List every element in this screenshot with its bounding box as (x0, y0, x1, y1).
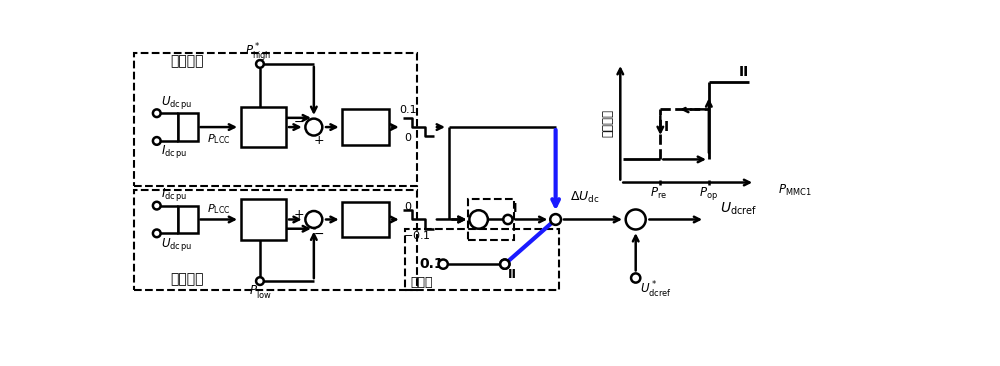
Text: $\oplus$: $\oplus$ (471, 210, 486, 228)
Bar (178, 113, 198, 141)
Text: $I_{\rm dc\,pu}$: $I_{\rm dc\,pu}$ (161, 186, 187, 203)
Text: $U_{\rm dc\,pu}$: $U_{\rm dc\,pu}$ (161, 236, 192, 253)
Text: $P_{\rm LCC}$: $P_{\rm LCC}$ (207, 132, 231, 146)
Circle shape (256, 277, 264, 285)
Text: $+$: $+$ (313, 134, 324, 147)
Text: $U_{\rm dc\,pu}$: $U_{\rm dc\,pu}$ (161, 94, 192, 111)
Text: 0: 0 (404, 133, 411, 143)
Circle shape (153, 137, 161, 145)
Circle shape (469, 210, 488, 229)
Text: $-0.1$: $-0.1$ (403, 229, 431, 241)
Text: 附加环: 附加环 (411, 276, 433, 289)
Bar (241, 107, 286, 147)
Text: $-$: $-$ (313, 227, 324, 240)
Circle shape (256, 60, 264, 68)
Text: $P_{\rm re}$: $P_{\rm re}$ (650, 186, 667, 201)
Text: $\Delta U_{\rm dc}$: $\Delta U_{\rm dc}$ (570, 190, 600, 205)
Text: $-$: $-$ (293, 115, 304, 128)
Text: 0: 0 (404, 202, 411, 212)
Text: 信号状态: 信号状态 (601, 109, 614, 137)
Bar (342, 109, 389, 145)
Circle shape (500, 259, 509, 269)
Text: $P_{\rm op}$: $P_{\rm op}$ (699, 185, 718, 202)
Text: $P^*_{\rm high}$: $P^*_{\rm high}$ (245, 42, 272, 64)
Text: 上限幅环: 上限幅环 (170, 55, 203, 69)
Text: 0.1: 0.1 (419, 257, 444, 271)
Bar (241, 199, 286, 239)
Text: $+$: $+$ (293, 208, 304, 221)
Text: *: * (183, 210, 192, 228)
Circle shape (631, 273, 640, 283)
Text: *: * (183, 118, 192, 136)
Circle shape (439, 259, 448, 269)
Text: $d/dt$: $d/dt$ (245, 108, 267, 121)
Circle shape (153, 202, 161, 209)
Text: $P^*_{\rm low}$: $P^*_{\rm low}$ (249, 282, 271, 302)
Text: $P_{\rm LCC}$: $P_{\rm LCC}$ (207, 202, 231, 216)
Bar (178, 206, 198, 234)
Text: $k^*$: $k^*$ (354, 209, 377, 229)
Text: $P_{\rm MMC1}$: $P_{\rm MMC1}$ (778, 183, 812, 198)
Circle shape (153, 109, 161, 117)
Text: $\oplus$: $\oplus$ (628, 210, 643, 228)
Text: 下限幅环: 下限幅环 (170, 273, 203, 287)
Text: $U_{\rm dcref}$: $U_{\rm dcref}$ (720, 201, 758, 217)
Text: II: II (738, 65, 749, 79)
Text: $I_{\rm dc\,pu}$: $I_{\rm dc\,pu}$ (161, 143, 187, 160)
Circle shape (550, 214, 561, 225)
Text: I: I (513, 202, 518, 215)
Text: II: II (508, 268, 517, 281)
Circle shape (153, 229, 161, 237)
Text: $k^*$: $k^*$ (354, 117, 377, 137)
Text: I: I (664, 120, 669, 134)
Circle shape (503, 215, 512, 224)
Text: $d/dt$: $d/dt$ (245, 201, 267, 214)
Text: $U^*_{\rm dcref}$: $U^*_{\rm dcref}$ (640, 280, 672, 300)
Circle shape (626, 209, 646, 229)
Circle shape (305, 119, 322, 135)
Text: 0.1: 0.1 (399, 105, 417, 115)
Circle shape (500, 259, 509, 269)
Circle shape (305, 211, 322, 228)
Bar (342, 202, 389, 237)
